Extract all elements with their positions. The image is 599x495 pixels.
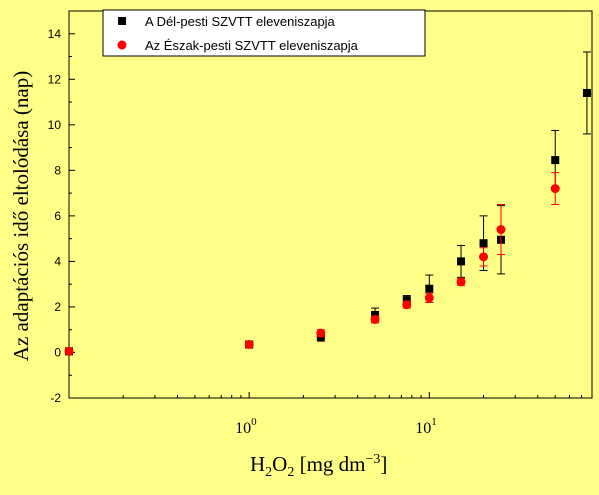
data-point-square bbox=[371, 310, 380, 319]
legend-marker-square bbox=[118, 17, 126, 25]
data-point-square bbox=[425, 284, 434, 293]
y-tick-label: 4 bbox=[54, 254, 61, 268]
plot-area bbox=[68, 10, 593, 399]
data-point-circle bbox=[64, 346, 74, 356]
data-points bbox=[64, 51, 591, 356]
data-point-square bbox=[402, 296, 411, 305]
data-point-circle bbox=[496, 225, 506, 235]
data-point-circle bbox=[370, 314, 380, 324]
data-point-circle bbox=[244, 340, 254, 350]
legend-box bbox=[102, 9, 426, 57]
data-point-circle bbox=[479, 252, 489, 262]
y-tick-label: 0 bbox=[54, 345, 61, 359]
y-axis-label: Az adaptációs idő eltolódása (nap) bbox=[9, 71, 33, 361]
x-axis: 100 101 bbox=[68, 392, 593, 437]
y-tick-label: 8 bbox=[54, 163, 61, 177]
legend-marker-circle bbox=[117, 40, 127, 50]
legend-label-del-pesti: A Dél-pesti SZVTT eleveniszapja bbox=[145, 14, 336, 29]
data-point-square bbox=[551, 156, 560, 165]
data-point-circle bbox=[402, 300, 412, 310]
y-tick-label: 2 bbox=[54, 300, 61, 314]
data-point-circle bbox=[550, 184, 560, 194]
y-tick-label: 10 bbox=[48, 118, 62, 132]
y-tick-label: -2 bbox=[50, 391, 61, 405]
y-axis: -2 0 2 4 6 8 10 12 14 bbox=[48, 27, 75, 405]
legend-label-eszak-pesti: Az Észak-pesti SZVTT eleveniszapja bbox=[145, 38, 359, 53]
data-point-square bbox=[582, 88, 591, 97]
x-tick-label: 101 bbox=[415, 416, 437, 437]
y-tick-label: 14 bbox=[48, 27, 62, 41]
legend: A Dél-pesti SZVTT eleveniszapja Az Észak… bbox=[102, 9, 426, 57]
data-point-circle bbox=[424, 293, 434, 303]
y-tick-label: 6 bbox=[54, 209, 61, 223]
data-point-square bbox=[457, 257, 466, 266]
x-axis-label: H2O2 [mg dm−3] bbox=[250, 452, 387, 480]
data-point-square bbox=[479, 239, 488, 248]
data-point-circle bbox=[316, 328, 326, 338]
x-tick-label: 100 bbox=[235, 416, 257, 437]
y-tick-label: 12 bbox=[48, 72, 62, 86]
data-point-circle bbox=[456, 277, 466, 287]
